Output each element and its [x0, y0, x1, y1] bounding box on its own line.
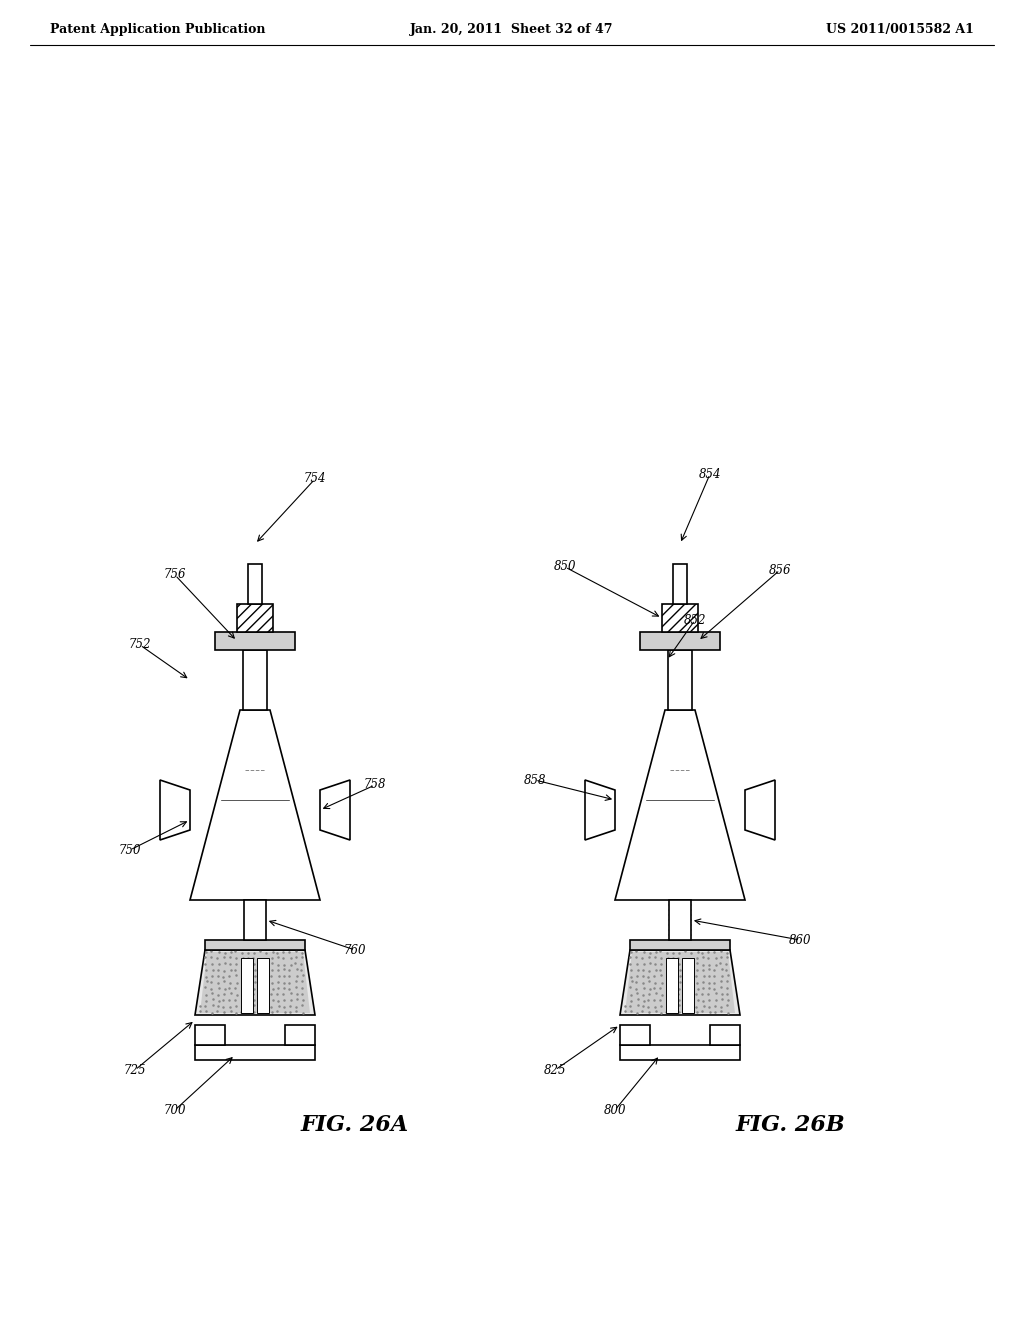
Bar [620, 1026, 650, 1045]
Bar [662, 605, 698, 632]
Bar [640, 632, 720, 649]
Bar [682, 958, 694, 1012]
Text: 854: 854 [698, 467, 721, 480]
Bar [285, 1026, 315, 1045]
Bar [243, 649, 267, 710]
Text: 725: 725 [124, 1064, 146, 1077]
Bar [205, 940, 305, 950]
Polygon shape [625, 952, 735, 1012]
Polygon shape [200, 952, 310, 1012]
Bar [241, 958, 253, 1012]
Bar [620, 1045, 740, 1060]
Polygon shape [319, 780, 350, 840]
Bar [666, 958, 678, 1012]
Bar [248, 564, 262, 605]
Text: 752: 752 [129, 639, 152, 652]
Bar [215, 632, 295, 649]
Bar [673, 564, 687, 605]
Text: FIG. 26A: FIG. 26A [301, 1114, 409, 1137]
Text: 850: 850 [554, 561, 577, 573]
Text: 856: 856 [769, 564, 792, 577]
Text: Patent Application Publication: Patent Application Publication [50, 24, 265, 37]
Polygon shape [195, 950, 315, 1015]
Polygon shape [745, 780, 775, 840]
Text: 858: 858 [523, 774, 546, 787]
Bar [257, 958, 269, 1012]
Bar [237, 605, 273, 632]
Bar [195, 1045, 315, 1060]
Text: FIG. 26B: FIG. 26B [735, 1114, 845, 1137]
Bar [668, 649, 692, 710]
Text: 860: 860 [788, 933, 811, 946]
Polygon shape [620, 950, 740, 1015]
Text: 756: 756 [164, 569, 186, 582]
Text: Jan. 20, 2011  Sheet 32 of 47: Jan. 20, 2011 Sheet 32 of 47 [411, 24, 613, 37]
Text: 700: 700 [164, 1104, 186, 1117]
Text: 750: 750 [119, 843, 141, 857]
Polygon shape [585, 780, 615, 840]
Text: 852: 852 [684, 614, 707, 627]
Text: 760: 760 [344, 944, 367, 957]
Text: 800: 800 [604, 1104, 627, 1117]
Text: US 2011/0015582 A1: US 2011/0015582 A1 [826, 24, 974, 37]
Bar [195, 1026, 225, 1045]
Polygon shape [190, 710, 319, 900]
Bar [710, 1026, 740, 1045]
Polygon shape [615, 710, 745, 900]
Text: 825: 825 [544, 1064, 566, 1077]
Bar [244, 900, 266, 940]
Text: 758: 758 [364, 779, 386, 792]
Polygon shape [160, 780, 190, 840]
Bar [669, 900, 691, 940]
Text: 754: 754 [304, 473, 327, 486]
Bar [630, 940, 730, 950]
